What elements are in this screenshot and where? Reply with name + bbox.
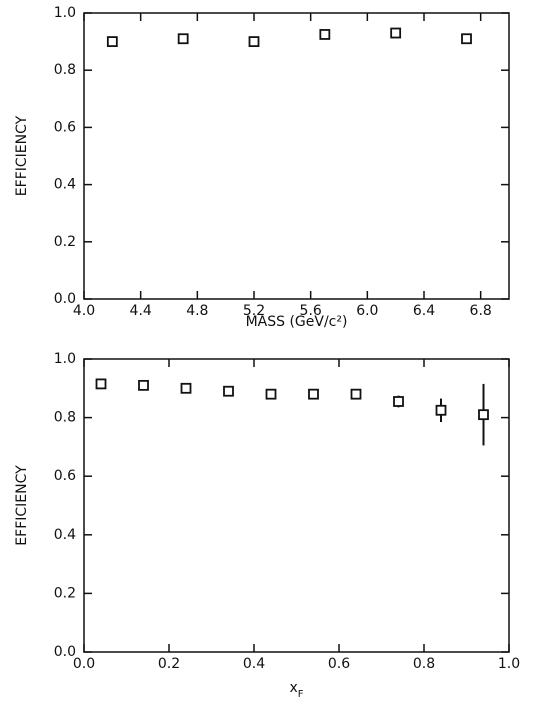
y-axis-label: EFFICIENCY bbox=[14, 115, 30, 196]
x-tick-label: 4.4 bbox=[130, 303, 152, 319]
data-point bbox=[106, 36, 118, 47]
y-tick-label: 1.0 bbox=[54, 351, 76, 367]
data-point bbox=[308, 388, 319, 400]
x-tick-label: 5.2 bbox=[243, 303, 265, 319]
data-point bbox=[95, 378, 107, 390]
x-tick-label: 4.0 bbox=[73, 303, 95, 319]
x-tick-label: 6.0 bbox=[356, 303, 378, 319]
data-point bbox=[435, 404, 447, 416]
x-tick-label: 0.0 bbox=[73, 656, 95, 672]
x-axis-label-subscript: F bbox=[298, 689, 304, 700]
y-tick-label: 0.4 bbox=[54, 527, 76, 543]
x-tick-label: 0.6 bbox=[328, 656, 350, 672]
plot-frame bbox=[83, 12, 510, 300]
data-point bbox=[390, 27, 402, 39]
data-point bbox=[350, 388, 362, 400]
y-tick-label: 1.0 bbox=[54, 5, 76, 21]
data-point bbox=[265, 388, 277, 400]
x-axis-label: MASS (GeV/c²) bbox=[246, 314, 348, 330]
x-tick-label: 1.0 bbox=[498, 656, 520, 672]
data-point bbox=[223, 385, 234, 397]
y-tick-label: 0.0 bbox=[54, 644, 76, 660]
x-tick-label: 0.4 bbox=[243, 656, 265, 672]
data-point bbox=[461, 33, 472, 45]
y-axis-label: EFFICIENCY bbox=[14, 465, 30, 546]
x-tick-label: 5.6 bbox=[300, 303, 322, 319]
x-tick-label: 0.2 bbox=[158, 656, 180, 672]
data-point bbox=[393, 396, 404, 407]
y-tick-label: 0.8 bbox=[54, 410, 76, 426]
x-tick-label: 4.8 bbox=[186, 303, 208, 319]
plot-frame bbox=[83, 358, 510, 653]
x-tick-label: 6.8 bbox=[470, 303, 492, 319]
data-point bbox=[248, 36, 260, 47]
y-tick-label: 0.0 bbox=[54, 291, 76, 307]
x-axis-label-main: MASS (GeV/c²) bbox=[246, 314, 348, 330]
data-point bbox=[319, 29, 331, 40]
data-point bbox=[177, 33, 189, 45]
x-tick-label: 6.4 bbox=[413, 303, 435, 319]
y-tick-label: 0.6 bbox=[54, 119, 76, 135]
y-tick-label: 0.4 bbox=[54, 177, 76, 193]
y-tick-label: 0.8 bbox=[54, 62, 76, 78]
y-tick-label: 0.6 bbox=[54, 468, 76, 484]
y-tick-label: 0.2 bbox=[54, 234, 76, 250]
data-point bbox=[138, 379, 149, 391]
x-axis-label: xF bbox=[289, 680, 303, 700]
x-tick-label: 0.8 bbox=[413, 656, 435, 672]
y-tick-label: 0.2 bbox=[54, 585, 76, 601]
data-point bbox=[180, 382, 192, 394]
x-axis-label-main: x bbox=[289, 680, 297, 696]
data-point bbox=[478, 409, 489, 421]
